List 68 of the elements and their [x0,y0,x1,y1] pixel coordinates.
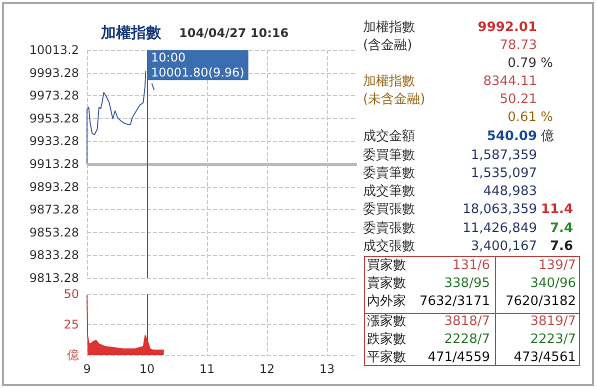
text: 18,063,359 [462,201,537,219]
text: 2228/7 [444,331,490,349]
text: 8344.11 [483,73,537,91]
text: 平家數 [367,349,406,367]
text: 委買筆數 [363,147,415,165]
y-tick-label: 9873.28 [29,202,79,217]
text: 委買張數 [363,201,415,219]
text: 億 [541,128,554,146]
y-tick-label: 9973.28 [29,88,79,103]
text: 漲家數 [367,313,406,331]
x-tick-label: 13 [319,362,335,376]
text: 賣家數 [367,275,406,293]
text: 1,587,359 [470,147,537,165]
text: 9992.01 [478,19,537,37]
text: 加權指數 [363,73,415,91]
y-tick-label: 9853.28 [29,225,79,240]
chart-subtitle: 104/04/27 10:16 [179,26,289,40]
text: 7.4 [550,220,573,238]
text: 成交筆數 [363,183,415,201]
x-tick-label: 9 [83,362,91,376]
y-tick-label: 10013.2 [29,43,79,58]
text: (含金融) [363,37,412,55]
text: 跌家數 [367,331,406,349]
text: 11,426,849 [462,220,537,238]
text: 473/4561 [514,349,576,367]
text: 471/4559 [428,349,490,367]
text: 3819/7 [530,313,576,331]
text: 3,400,167 [470,238,537,256]
text: 50.21 [500,91,537,109]
y-tick-label: 9893.28 [29,180,79,194]
text: 2223/7 [530,331,576,349]
text: 1,535,097 [470,165,537,183]
y-tick-label: 9933.28 [29,134,79,148]
y-tick-label: 9953.28 [29,111,79,126]
x-tick-label: 12 [259,362,275,376]
text: 11.4 [540,201,573,219]
text: 成交金額 [363,128,415,146]
text: 0.61 % [508,109,553,127]
text: 買家數 [367,257,406,275]
y-tick-label: 25 [64,318,79,332]
text: 7.6 [550,238,573,256]
y-tick-label: 9913.28 [29,157,79,171]
text: 139/7 [538,257,576,275]
text: 448,983 [483,183,537,201]
text: 131/6 [452,257,490,275]
text: 7620/3182 [505,293,576,311]
y-tick-label: 9813.28 [29,271,79,285]
text: 成交張數 [363,238,415,256]
text: 加權指數 [363,19,415,37]
text: 委賣張數 [363,220,415,238]
text: 540.09 [486,128,537,146]
y-tick-label: 億 [67,348,79,362]
text: 340/96 [530,275,576,293]
y-tick-label: 9993.28 [29,66,79,80]
y-tick-label: 9833.28 [29,248,79,262]
text: 委賣筆數 [363,165,415,183]
x-tick-label: 10 [139,362,155,376]
text: 7632/3171 [419,293,490,311]
chart-title: 加權指數 [100,24,162,42]
text: 0.79 % [508,55,553,73]
annotation: 10:00 10001.80(9.96) [151,50,244,80]
text: 3818/7 [444,313,490,331]
text: 內外家 [367,293,406,311]
text: 78.73 [500,37,537,55]
x-tick-label: 11 [199,362,215,376]
text: (未含金融) [363,91,426,109]
text: 338/95 [444,275,490,293]
y-tick-label: 50 [64,287,79,301]
